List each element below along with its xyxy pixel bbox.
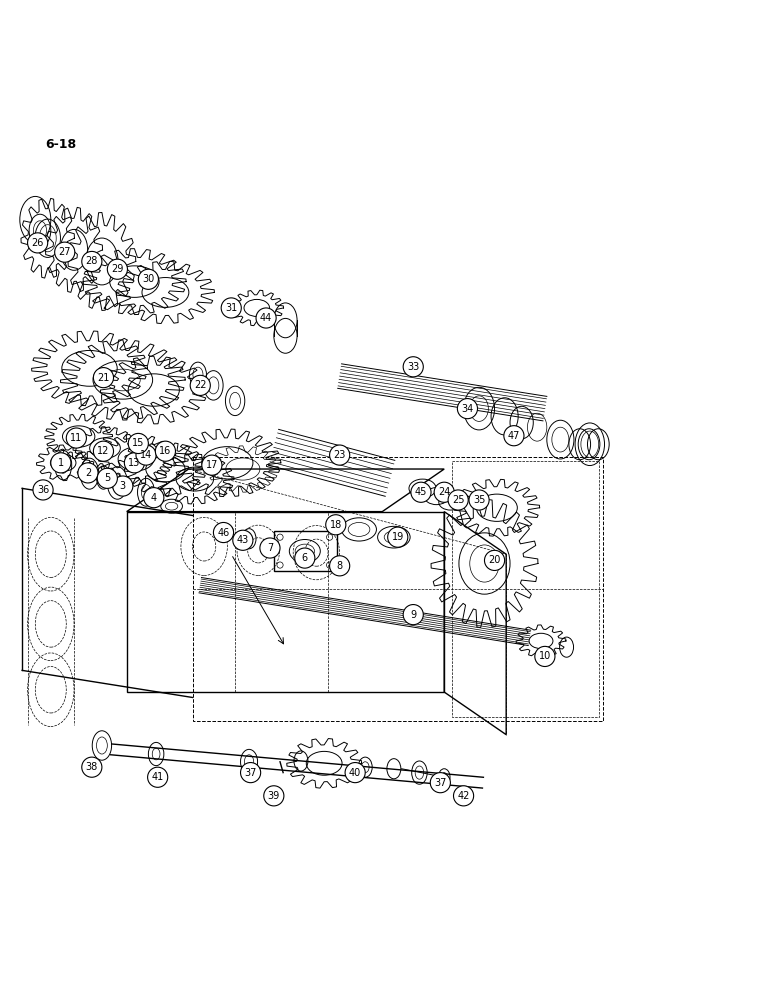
Circle shape xyxy=(264,786,284,806)
Text: 8: 8 xyxy=(337,561,342,571)
Circle shape xyxy=(504,426,524,446)
Text: 40: 40 xyxy=(349,768,361,778)
Circle shape xyxy=(66,428,87,448)
Circle shape xyxy=(535,646,555,667)
Circle shape xyxy=(330,556,349,576)
Circle shape xyxy=(78,463,98,483)
Circle shape xyxy=(155,441,176,461)
Circle shape xyxy=(403,605,424,625)
Text: 12: 12 xyxy=(98,446,110,456)
Text: 45: 45 xyxy=(415,487,427,497)
Circle shape xyxy=(138,269,158,289)
Text: 6-18: 6-18 xyxy=(45,138,76,151)
Text: 41: 41 xyxy=(151,772,164,782)
Text: 16: 16 xyxy=(159,446,172,456)
Text: 39: 39 xyxy=(268,791,280,801)
Text: 11: 11 xyxy=(70,433,83,443)
Text: 42: 42 xyxy=(457,791,470,801)
Text: 2: 2 xyxy=(85,468,91,478)
Text: 4: 4 xyxy=(151,493,157,503)
Circle shape xyxy=(484,550,505,570)
Text: 33: 33 xyxy=(407,362,420,372)
Circle shape xyxy=(202,455,222,475)
Text: 30: 30 xyxy=(142,274,154,284)
Text: 14: 14 xyxy=(140,450,152,460)
Text: 43: 43 xyxy=(237,535,249,545)
Text: 9: 9 xyxy=(410,610,417,620)
Circle shape xyxy=(457,399,477,419)
Circle shape xyxy=(51,453,71,473)
Text: 25: 25 xyxy=(452,495,464,505)
Circle shape xyxy=(295,548,315,568)
Text: 10: 10 xyxy=(539,651,551,661)
Circle shape xyxy=(113,476,133,496)
Circle shape xyxy=(82,757,102,777)
Text: 36: 36 xyxy=(37,485,49,495)
Text: 35: 35 xyxy=(473,495,485,505)
Circle shape xyxy=(448,490,468,510)
Text: 27: 27 xyxy=(58,247,71,257)
Circle shape xyxy=(403,357,424,377)
Circle shape xyxy=(469,490,489,510)
Text: 21: 21 xyxy=(98,373,110,383)
Text: 47: 47 xyxy=(508,431,520,441)
Circle shape xyxy=(136,445,156,465)
Circle shape xyxy=(124,453,144,473)
Text: 3: 3 xyxy=(120,481,126,491)
Text: 5: 5 xyxy=(105,473,111,483)
Circle shape xyxy=(27,233,48,253)
Text: 19: 19 xyxy=(392,532,404,542)
Text: 15: 15 xyxy=(132,438,144,448)
Text: 37: 37 xyxy=(434,778,446,788)
Text: 22: 22 xyxy=(194,380,207,390)
Circle shape xyxy=(190,375,211,395)
Circle shape xyxy=(82,251,102,272)
Circle shape xyxy=(260,538,280,558)
Text: 34: 34 xyxy=(461,404,473,414)
Text: 29: 29 xyxy=(112,264,123,274)
Text: 28: 28 xyxy=(86,256,98,266)
Text: 24: 24 xyxy=(438,487,450,497)
Circle shape xyxy=(232,530,253,550)
Circle shape xyxy=(94,368,114,388)
Circle shape xyxy=(434,482,454,502)
Text: 7: 7 xyxy=(267,543,273,553)
Circle shape xyxy=(411,482,431,502)
Text: 6: 6 xyxy=(302,553,308,563)
Circle shape xyxy=(94,441,114,461)
Circle shape xyxy=(55,242,75,262)
Text: 31: 31 xyxy=(225,303,237,313)
Circle shape xyxy=(222,298,241,318)
Circle shape xyxy=(388,527,408,547)
Circle shape xyxy=(33,480,53,500)
Text: 18: 18 xyxy=(330,520,342,530)
Circle shape xyxy=(128,433,148,454)
Text: 26: 26 xyxy=(31,238,44,248)
Text: 38: 38 xyxy=(86,762,98,772)
Circle shape xyxy=(431,773,450,793)
Circle shape xyxy=(326,515,346,535)
Text: 44: 44 xyxy=(260,313,272,323)
Circle shape xyxy=(214,522,233,543)
Circle shape xyxy=(108,259,127,279)
Circle shape xyxy=(345,763,365,783)
Circle shape xyxy=(240,763,261,783)
Circle shape xyxy=(256,308,276,328)
Circle shape xyxy=(330,445,349,465)
Text: 1: 1 xyxy=(58,458,64,468)
Text: 17: 17 xyxy=(206,460,218,470)
Text: 37: 37 xyxy=(244,768,257,778)
Text: 46: 46 xyxy=(218,528,229,538)
Text: 23: 23 xyxy=(334,450,346,460)
Circle shape xyxy=(144,488,164,508)
Text: 20: 20 xyxy=(488,555,501,565)
Text: 13: 13 xyxy=(128,458,140,468)
Circle shape xyxy=(98,468,118,488)
Circle shape xyxy=(147,767,168,787)
Circle shape xyxy=(453,786,473,806)
